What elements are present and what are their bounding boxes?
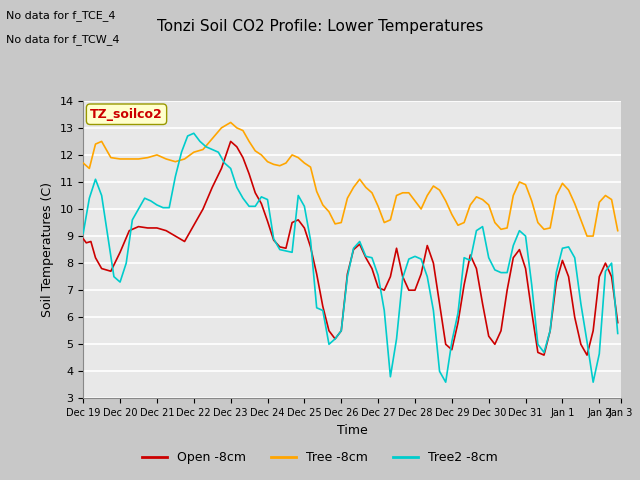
Y-axis label: Soil Temperatures (C): Soil Temperatures (C)	[41, 182, 54, 317]
Text: Tonzi Soil CO2 Profile: Lower Temperatures: Tonzi Soil CO2 Profile: Lower Temperatur…	[157, 19, 483, 34]
Text: No data for f_TCW_4: No data for f_TCW_4	[6, 34, 120, 45]
X-axis label: Time: Time	[337, 424, 367, 437]
Text: TZ_soilco2: TZ_soilco2	[90, 108, 163, 121]
Text: No data for f_TCE_4: No data for f_TCE_4	[6, 10, 116, 21]
Legend: Open -8cm, Tree -8cm, Tree2 -8cm: Open -8cm, Tree -8cm, Tree2 -8cm	[137, 446, 503, 469]
